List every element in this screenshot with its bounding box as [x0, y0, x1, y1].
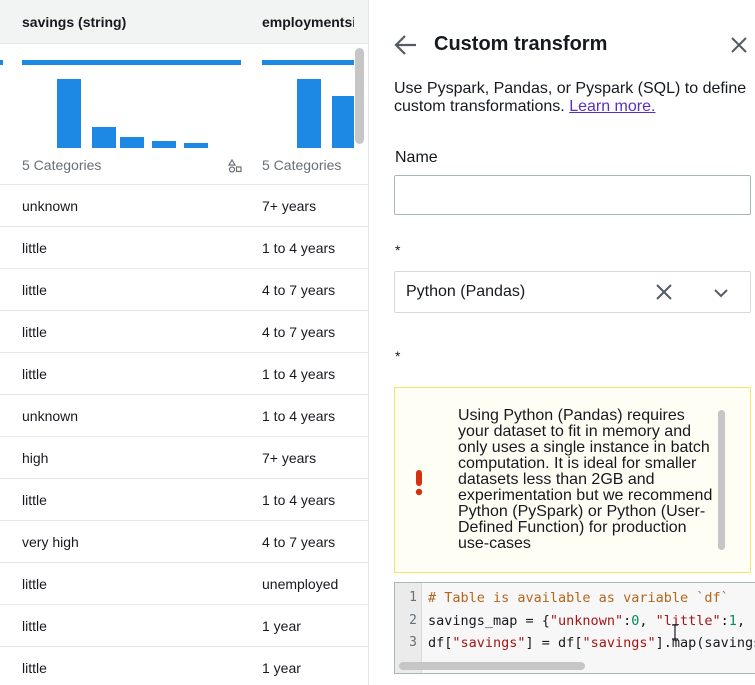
- code-required-marker: *: [395, 348, 401, 364]
- panel-description: Use Pyspark, Pandas, or Pyspark (SQL) to…: [394, 80, 754, 116]
- code-line-1[interactable]: # Table is available as variable `df`: [428, 590, 729, 606]
- exclamation-icon: [415, 470, 423, 496]
- savings-cell[interactable]: little: [22, 324, 47, 340]
- grid-vertical-scrollbar[interactable]: [355, 48, 364, 144]
- savings-cell[interactable]: little: [22, 618, 47, 634]
- savings-completeness-bar: [22, 60, 241, 65]
- employmentsince-cell[interactable]: 4 to 7 years: [262, 282, 336, 298]
- employmentsince-distribution[interactable]: 5 Categories: [252, 44, 354, 185]
- text-cursor-icon: [672, 624, 678, 640]
- table-row[interactable]: very high 4 to 7 years: [0, 521, 368, 563]
- code-editor[interactable]: 1 2 3 # Table is available as variable `…: [394, 582, 755, 674]
- learn-more-link[interactable]: Learn more.: [569, 98, 656, 115]
- savings-cell[interactable]: little: [22, 576, 47, 592]
- table-row[interactable]: little 4 to 7 years: [0, 269, 368, 311]
- line-number: 1: [409, 590, 417, 605]
- employmentsince-cell[interactable]: 1 to 4 years: [262, 366, 336, 382]
- employmentsince-cell[interactable]: 7+ years: [262, 450, 317, 466]
- table-row[interactable]: little 1 to 4 years: [0, 353, 368, 395]
- language-select[interactable]: Python (Pandas): [394, 271, 751, 313]
- employmentsince-cell[interactable]: 1 to 4 years: [262, 240, 336, 256]
- line-number: 2: [409, 613, 417, 628]
- histogram-bar[interactable]: [184, 143, 208, 148]
- savings-cell[interactable]: high: [22, 450, 49, 466]
- table-row[interactable]: little 1 year: [0, 605, 368, 647]
- savings-histogram: [22, 44, 241, 148]
- savings-cell[interactable]: very high: [22, 534, 79, 550]
- savings-category-count: 5 Categories: [22, 157, 102, 173]
- panel-title: Custom transform: [434, 33, 608, 55]
- histogram-bar[interactable]: [297, 79, 321, 148]
- savings-cell[interactable]: unknown: [22, 198, 79, 214]
- table-row[interactable]: little 1 to 4 years: [0, 479, 368, 521]
- custom-transform-panel: Custom transform Use Pyspark, Pandas, or…: [368, 0, 755, 685]
- employmentsince-cell[interactable]: 1 year: [262, 660, 301, 676]
- clear-selection-icon[interactable]: [655, 283, 673, 301]
- column-header-employmentsince[interactable]: employmentsinc: [262, 14, 354, 30]
- savings-cell[interactable]: unknown: [22, 408, 79, 424]
- employmentsince-cell[interactable]: 1 year: [262, 618, 301, 634]
- back-arrow-icon[interactable]: [393, 33, 419, 57]
- chevron-down-icon[interactable]: [713, 285, 729, 301]
- line-number: 3: [409, 635, 417, 650]
- code-line-3[interactable]: df["savings"] = df["savings"].map(saving…: [428, 635, 755, 651]
- table-row[interactable]: high 7+ years: [0, 437, 368, 479]
- histogram-bar[interactable]: [92, 127, 116, 148]
- histogram-bar[interactable]: [152, 141, 176, 148]
- column-header-savings[interactable]: savings (string): [22, 14, 127, 30]
- data-grid: savings (string) employmentsinc 5 Catego…: [0, 0, 368, 685]
- close-icon[interactable]: [729, 35, 749, 55]
- header-row: savings (string) employmentsinc: [0, 0, 368, 44]
- line-number-gutter: 1 2 3: [395, 583, 422, 673]
- savings-cell[interactable]: little: [22, 492, 47, 508]
- description-text: Use Pyspark, Pandas, or Pyspark (SQL) to…: [394, 80, 747, 115]
- code-line-2[interactable]: savings_map = {"unknown":0, "little":1, …: [428, 613, 755, 629]
- savings-cell[interactable]: little: [22, 660, 47, 676]
- savings-cell[interactable]: little: [22, 282, 47, 298]
- table-row[interactable]: unknown 1 to 4 years: [0, 395, 368, 437]
- employmentsince-cell[interactable]: 1 to 4 years: [262, 492, 336, 508]
- language-select-value: Python (Pandas): [406, 283, 526, 300]
- savings-cell[interactable]: little: [22, 240, 47, 256]
- table-row[interactable]: little 1 to 4 years: [0, 227, 368, 269]
- chart-type-icon[interactable]: [228, 159, 242, 173]
- name-input[interactable]: [394, 175, 751, 215]
- employmentsince-histogram: [262, 44, 354, 148]
- employmentsince-cell[interactable]: 7+ years: [262, 198, 317, 214]
- partial-column-indicator: [0, 60, 3, 65]
- panel-header: Custom transform: [369, 0, 755, 90]
- mode-required-marker: *: [395, 242, 401, 258]
- table-row[interactable]: little unemployed: [0, 563, 368, 605]
- pandas-warning-alert: Using Python (Pandas) requires your data…: [394, 387, 751, 573]
- employmentsince-cell[interactable]: unemployed: [262, 576, 339, 592]
- editor-horizontal-scrollbar[interactable]: [399, 662, 585, 670]
- employmentsince-cell[interactable]: 4 to 7 years: [262, 324, 336, 340]
- savings-distribution[interactable]: 5 Categories: [12, 44, 251, 185]
- warning-text: Using Python (Pandas) requires your data…: [458, 407, 713, 552]
- table-row[interactable]: little 4 to 7 years: [0, 311, 368, 353]
- histogram-bar[interactable]: [57, 79, 81, 148]
- savings-cell[interactable]: little: [22, 366, 47, 382]
- employmentsince-category-count: 5 Categories: [262, 157, 342, 173]
- employmentsince-cell[interactable]: 1 to 4 years: [262, 408, 336, 424]
- table-row[interactable]: unknown 7+ years: [0, 185, 368, 227]
- name-label: Name: [395, 149, 438, 166]
- histogram-bar[interactable]: [120, 137, 144, 148]
- employmentsince-cell[interactable]: 4 to 7 years: [262, 534, 336, 550]
- distribution-row: 5 Categories 5 Categories: [0, 44, 368, 185]
- warning-scrollbar[interactable]: [718, 410, 725, 550]
- table-row[interactable]: little 1 year: [0, 647, 368, 685]
- histogram-bar[interactable]: [332, 96, 354, 148]
- employmentsince-completeness-bar: [262, 60, 354, 65]
